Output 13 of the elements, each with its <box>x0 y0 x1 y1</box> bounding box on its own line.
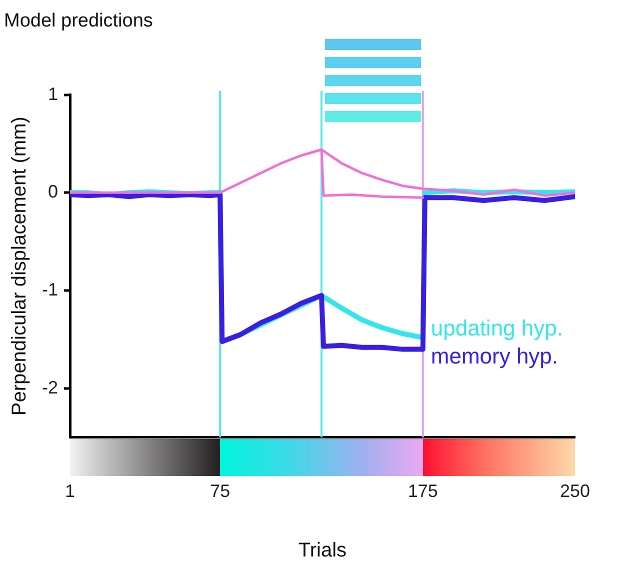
y-tick-label: 1 <box>48 84 58 104</box>
x-axis-title: Trials <box>298 540 347 562</box>
series-label: memory hyp. <box>430 343 558 368</box>
x-tick-label: 75 <box>210 481 230 502</box>
y-axis-title: Perpendicular displacement (mm) <box>8 116 31 416</box>
x-tick-label: 175 <box>408 481 438 502</box>
series-label: updating hyp. <box>430 315 563 340</box>
x-tick-label: 250 <box>560 481 590 502</box>
y-tick-label: -2 <box>42 377 58 398</box>
y-tick-label: 0 <box>48 182 58 202</box>
y-tick-label: -1 <box>42 280 58 300</box>
x-tick-label: 1 <box>64 481 76 502</box>
chart-title: Model predictions <box>4 10 153 32</box>
